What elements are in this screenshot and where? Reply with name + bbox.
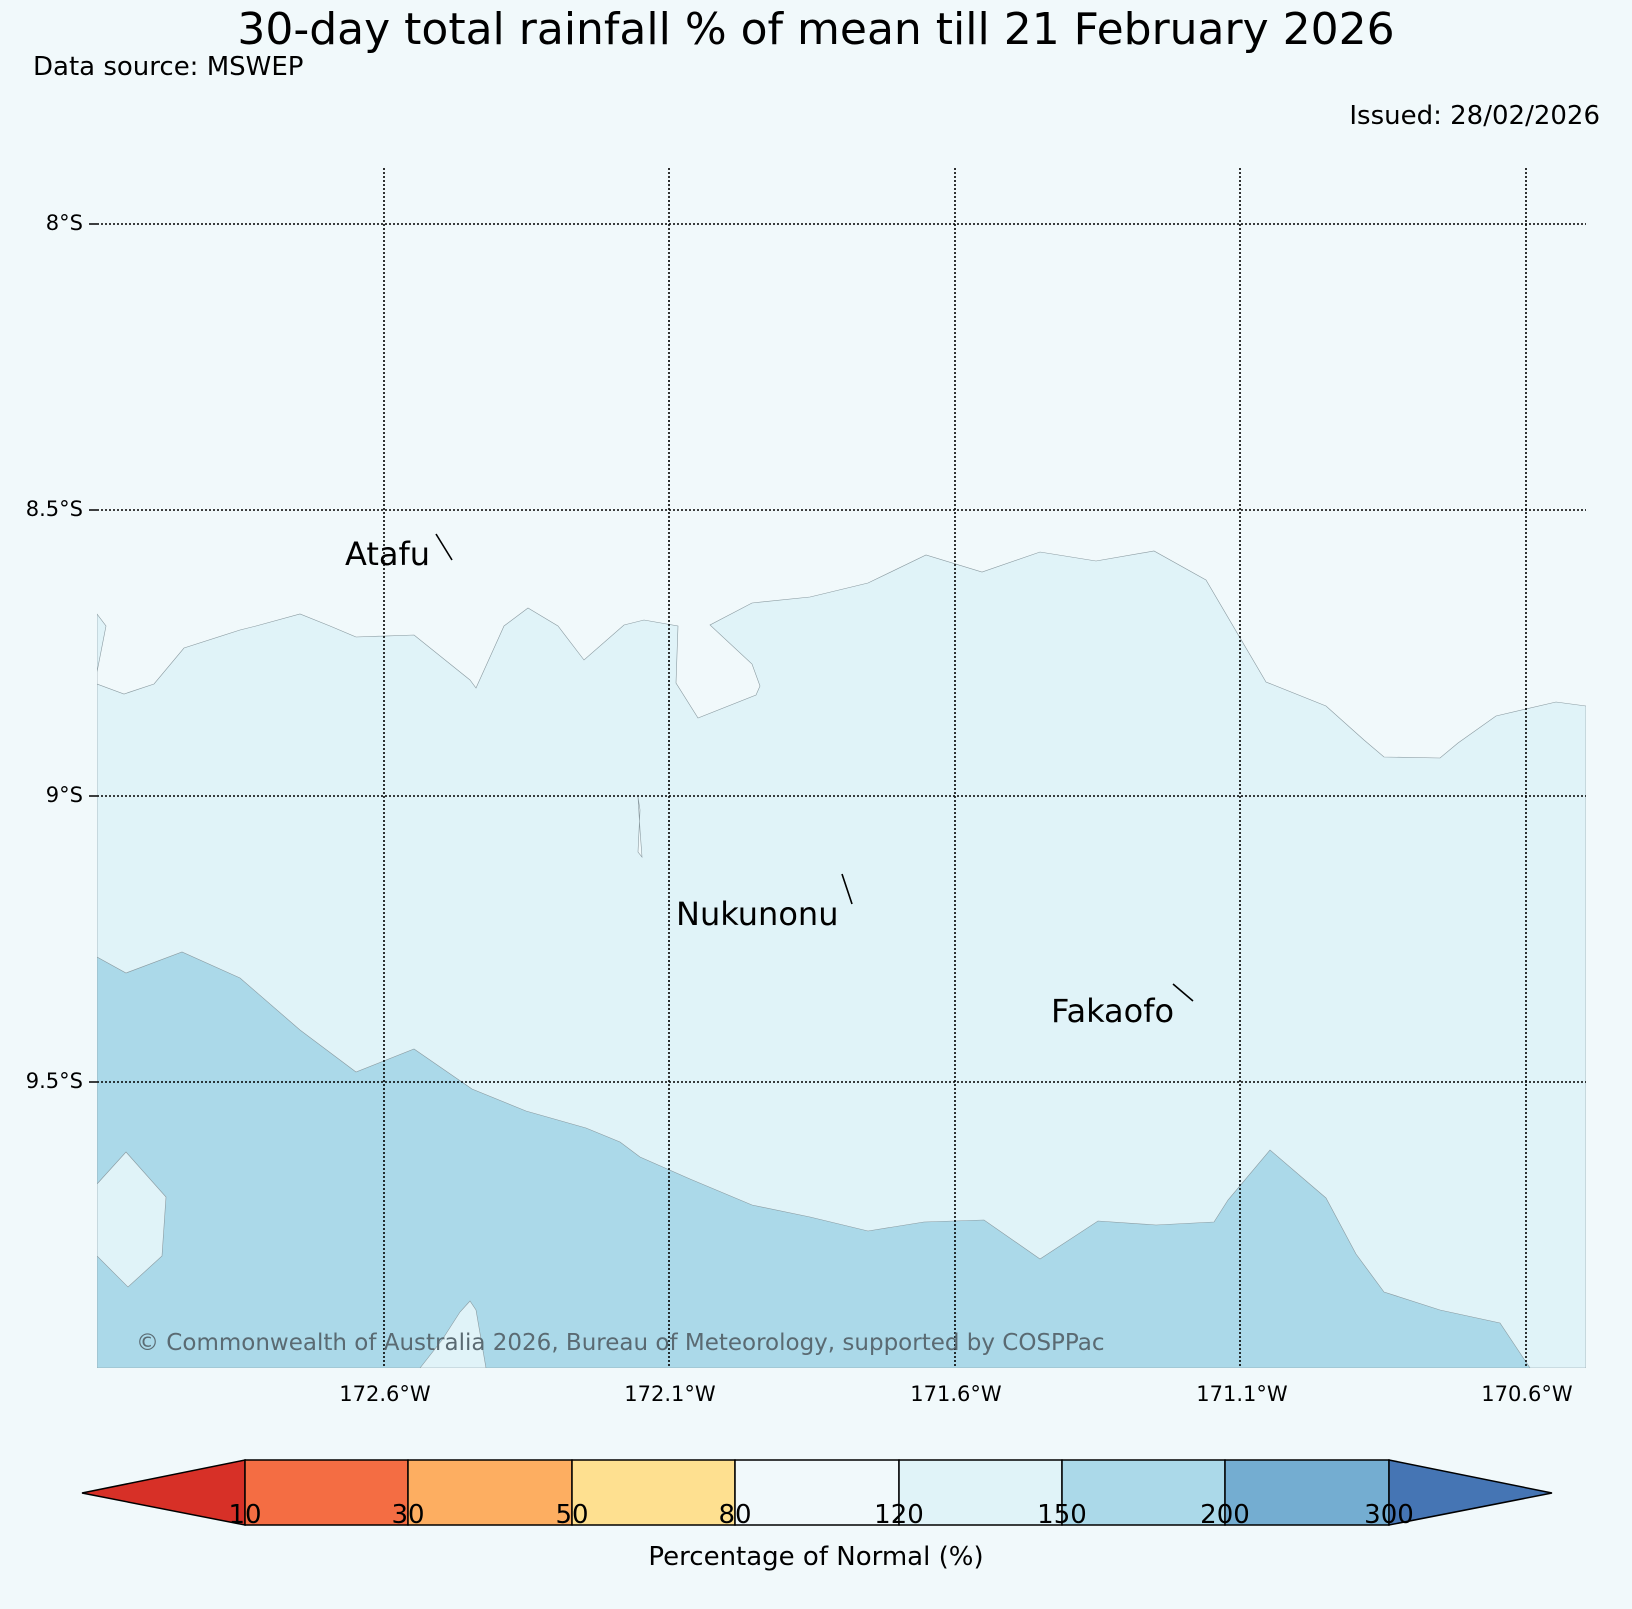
lat-label-9-5s: 9.5°S <box>25 1069 83 1093</box>
colorbar-tick: 30 <box>391 1500 425 1530</box>
colorbar-extend-high <box>1388 1459 1553 1526</box>
region-small-80-120 <box>637 796 643 858</box>
region-120-150-south <box>419 1300 487 1368</box>
map-plot-area <box>97 168 1586 1368</box>
place-label-nukunonu: Nukunonu <box>676 895 839 933</box>
place-label-atafu: Atafu <box>345 535 431 573</box>
colorbar-segment <box>407 1459 573 1526</box>
axis-ticks <box>89 223 97 1083</box>
lon-label-171-1w: 171.1°W <box>1196 1382 1288 1406</box>
data-source-label: Data source: MSWEP <box>33 52 304 82</box>
graticule <box>97 168 1586 1368</box>
colorbar-segment <box>734 1459 900 1526</box>
lat-label-9s: 9°S <box>45 783 83 807</box>
colorbar-tick: 10 <box>228 1500 262 1530</box>
colorbar-segment <box>1061 1459 1226 1526</box>
atoll-outlines <box>435 533 1194 1002</box>
nukunonu-outline <box>841 873 853 905</box>
fakaofo-outline <box>1172 983 1194 1002</box>
place-label-fakaofo: Fakaofo <box>1051 992 1175 1030</box>
region-150-200 <box>97 951 1531 1368</box>
lon-label-170-6w: 170.6°W <box>1481 1382 1573 1406</box>
colorbar-title: Percentage of Normal (%) <box>648 1542 984 1572</box>
colorbar-tick: 150 <box>1037 1500 1087 1530</box>
lat-label-8-5s: 8.5°S <box>25 497 83 521</box>
issued-date-label: Issued: 28/02/2026 <box>1349 101 1600 131</box>
colorbar-tick: 80 <box>718 1500 752 1530</box>
colorbar-segment <box>898 1459 1063 1526</box>
lon-label-171-6w: 171.6°W <box>910 1382 1002 1406</box>
region-120-150-west <box>97 1151 167 1288</box>
copyright-notice: © Commonwealth of Australia 2026, Bureau… <box>136 1330 1105 1356</box>
lat-label-8s: 8°S <box>45 211 83 235</box>
colorbar-segment <box>244 1459 409 1526</box>
colorbar-segment <box>571 1459 736 1526</box>
lon-label-172-6w: 172.6°W <box>339 1382 431 1406</box>
lon-label-172-1w: 172.1°W <box>624 1382 716 1406</box>
colorbar <box>81 1459 1553 1526</box>
colorbar-tick: 120 <box>874 1500 924 1530</box>
colorbar-segment <box>1224 1459 1390 1526</box>
atafu-outline <box>435 533 453 561</box>
colorbar-tick: 300 <box>1364 1500 1414 1530</box>
map-title: 30-day total rainfall % of mean till 21 … <box>237 4 1395 55</box>
colorbar-tick: 200 <box>1200 1500 1250 1530</box>
colorbar-tick: 50 <box>555 1500 589 1530</box>
